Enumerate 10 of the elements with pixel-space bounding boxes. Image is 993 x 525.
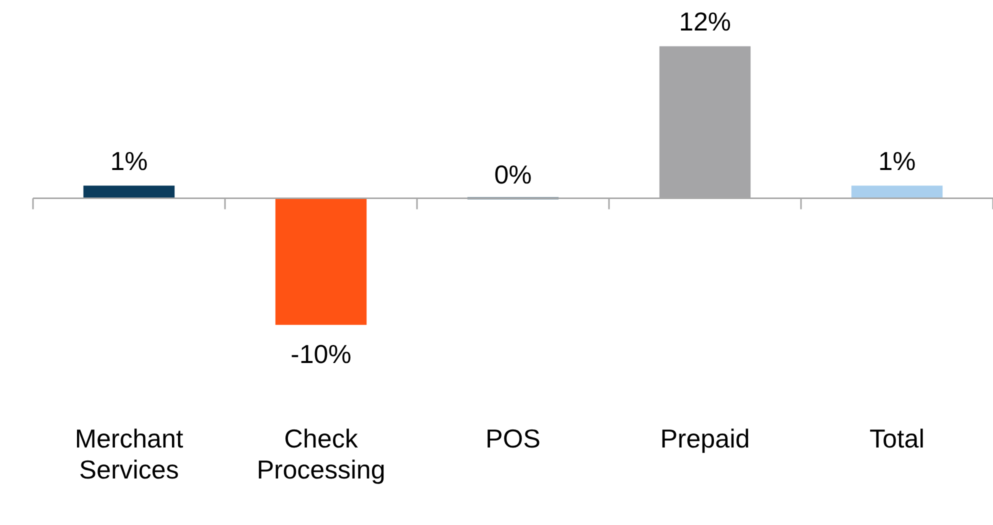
x-tick-label: Check Processing: [256, 423, 386, 485]
data-label: 12%: [678, 6, 732, 36]
data-label: 0%: [494, 159, 532, 190]
x-tick-label: POS: [486, 423, 540, 454]
data-label: -10%: [290, 339, 352, 370]
x-tick-label: Merchant Services: [74, 423, 184, 485]
data-label: 1%: [110, 146, 148, 176]
data-label: 1%: [878, 146, 916, 176]
x-tick-label: Total: [870, 423, 924, 454]
x-tick-label: Prepaid: [660, 423, 750, 454]
